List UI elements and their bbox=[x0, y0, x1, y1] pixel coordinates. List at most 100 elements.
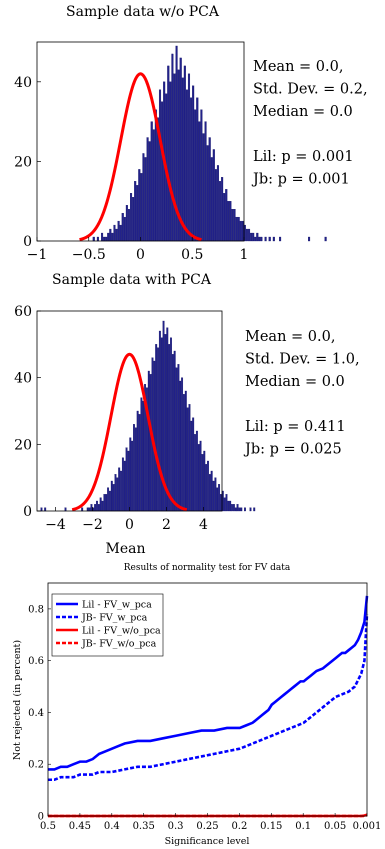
chart-0-bar bbox=[136, 185, 139, 242]
chart-0-bar bbox=[169, 81, 172, 242]
chart-0-bar bbox=[171, 53, 174, 242]
chart-0-bar bbox=[219, 181, 222, 242]
chart-0-bar bbox=[138, 169, 141, 242]
chart-0-bar bbox=[216, 165, 219, 242]
chart-0-bar bbox=[101, 232, 104, 242]
chart-0-bar bbox=[241, 220, 244, 242]
chart-2-xtick-label: 0.05 bbox=[324, 821, 346, 832]
chart-1-bar bbox=[116, 477, 119, 512]
chart-1-bar bbox=[121, 457, 124, 512]
chart-0-bar bbox=[192, 85, 195, 242]
chart-1-bar bbox=[44, 507, 47, 512]
chart-0-bar bbox=[113, 224, 116, 242]
chart-0-bar bbox=[148, 141, 151, 242]
chart-1-bar bbox=[112, 484, 115, 512]
chart-1-bar bbox=[173, 350, 176, 512]
chart-1-bar bbox=[97, 504, 100, 512]
chart-0-bar bbox=[111, 232, 114, 242]
chart-1-bar bbox=[96, 500, 98, 512]
chart-1-bar bbox=[186, 407, 189, 512]
chart-0-bar bbox=[245, 228, 248, 242]
chart-0-bar bbox=[154, 109, 157, 242]
chart-0-bar bbox=[109, 228, 112, 242]
chart-0-annotation: Jb: p = 0.001 bbox=[251, 172, 350, 188]
chart-1-bar bbox=[205, 464, 208, 512]
chart-0-bar bbox=[256, 232, 259, 242]
chart-0-xtick-label: 1 bbox=[240, 247, 249, 263]
chart-1-bar bbox=[157, 347, 159, 512]
chart-0-bar bbox=[194, 109, 197, 242]
chart-1-bar bbox=[234, 507, 237, 512]
chart-1-bar bbox=[171, 354, 174, 512]
chart-1-ytick-label: 0 bbox=[23, 504, 32, 520]
chart-2-xtick-label: 0.1 bbox=[295, 821, 311, 832]
chart-2-series-line bbox=[48, 595, 369, 771]
chart-0-bar bbox=[183, 65, 186, 242]
chart-0-xtick-label: 0 bbox=[136, 247, 145, 263]
chart-0-fit-curve bbox=[79, 72, 202, 242]
chart-1-bar bbox=[192, 417, 195, 512]
chart-1-bar bbox=[105, 494, 108, 512]
chart-0-bar bbox=[158, 89, 162, 242]
chart-2-ytick-label: 0.4 bbox=[28, 708, 44, 719]
chart-0-annotation: Median = 0.0 bbox=[253, 104, 353, 120]
chart-0-bar bbox=[142, 153, 145, 242]
chart-1-bar bbox=[197, 444, 200, 512]
chart-1-bar bbox=[110, 480, 113, 512]
chart-2-xtick-label: 0.35 bbox=[133, 821, 155, 832]
chart-1-bar bbox=[168, 344, 171, 512]
chart-0-bar bbox=[96, 236, 99, 242]
chart-1-bar bbox=[40, 507, 43, 512]
chart-1-bar bbox=[81, 507, 84, 512]
chart-1-xtick-label: −4 bbox=[45, 517, 66, 533]
chart-2-xtick-label: 0.3 bbox=[168, 821, 184, 832]
chart-1-bar bbox=[184, 390, 187, 512]
chart-0-bar bbox=[200, 109, 203, 242]
chart-0-bar bbox=[212, 149, 215, 242]
chart-1-bar bbox=[225, 494, 228, 512]
chart-0-bar bbox=[125, 205, 128, 242]
chart-1-bar bbox=[114, 474, 117, 512]
chart-0-bar bbox=[250, 232, 253, 242]
chart-1-bar bbox=[155, 344, 158, 512]
chart-1-bar bbox=[149, 374, 152, 512]
chart-1-xtick-label: 4 bbox=[199, 517, 208, 533]
chart-0-xtick-label: 0.5 bbox=[181, 247, 203, 263]
chart-0-bar bbox=[229, 201, 232, 242]
chart-0-bar bbox=[231, 209, 234, 242]
chart-0-bar bbox=[121, 212, 124, 242]
chart-1-bar bbox=[214, 477, 217, 512]
chart-1-bar bbox=[118, 467, 121, 512]
chart-1-bar bbox=[140, 397, 143, 512]
chart-1-bar bbox=[201, 454, 204, 512]
chart-0-xtick-label: −1 bbox=[27, 247, 48, 263]
chart-1-bar bbox=[249, 507, 252, 512]
chart-2-xlabel: Significance level bbox=[165, 836, 250, 847]
chart-1-fit-curve bbox=[71, 352, 188, 512]
chart-1-bar bbox=[244, 507, 246, 512]
chart-1-bar bbox=[94, 504, 97, 512]
chart-1-bar bbox=[153, 360, 156, 512]
chart-1-bar bbox=[175, 367, 178, 512]
chart-1-bar bbox=[179, 380, 182, 512]
chart-0-annotation: Std. Dev. = 0.2, bbox=[253, 82, 368, 98]
chart-2-xtick-label: 0.001 bbox=[353, 821, 382, 832]
chart-0-bar bbox=[140, 173, 143, 242]
chart-0-bar bbox=[132, 197, 135, 242]
chart-0-bar bbox=[92, 236, 95, 242]
chart-1-annotation: Median = 0.0 bbox=[245, 374, 345, 390]
chart-1-bar bbox=[99, 497, 102, 512]
chart-1-bar bbox=[195, 430, 198, 512]
chart-1-bar bbox=[188, 404, 191, 512]
chart-1-ytick-label: 60 bbox=[14, 304, 32, 320]
chart-2-xtick-label: 0.25 bbox=[196, 821, 218, 832]
chart-0-bar bbox=[210, 157, 213, 242]
chart-0-bar bbox=[225, 189, 228, 242]
chart-1-bar bbox=[236, 504, 239, 512]
chart-2-ytick-label: 0.8 bbox=[28, 604, 44, 615]
chart-1-bar bbox=[123, 460, 126, 512]
chart-0-bar bbox=[179, 57, 182, 242]
chart-1-bar bbox=[240, 507, 243, 512]
chart-2-xtick-label: 0.15 bbox=[260, 821, 282, 832]
